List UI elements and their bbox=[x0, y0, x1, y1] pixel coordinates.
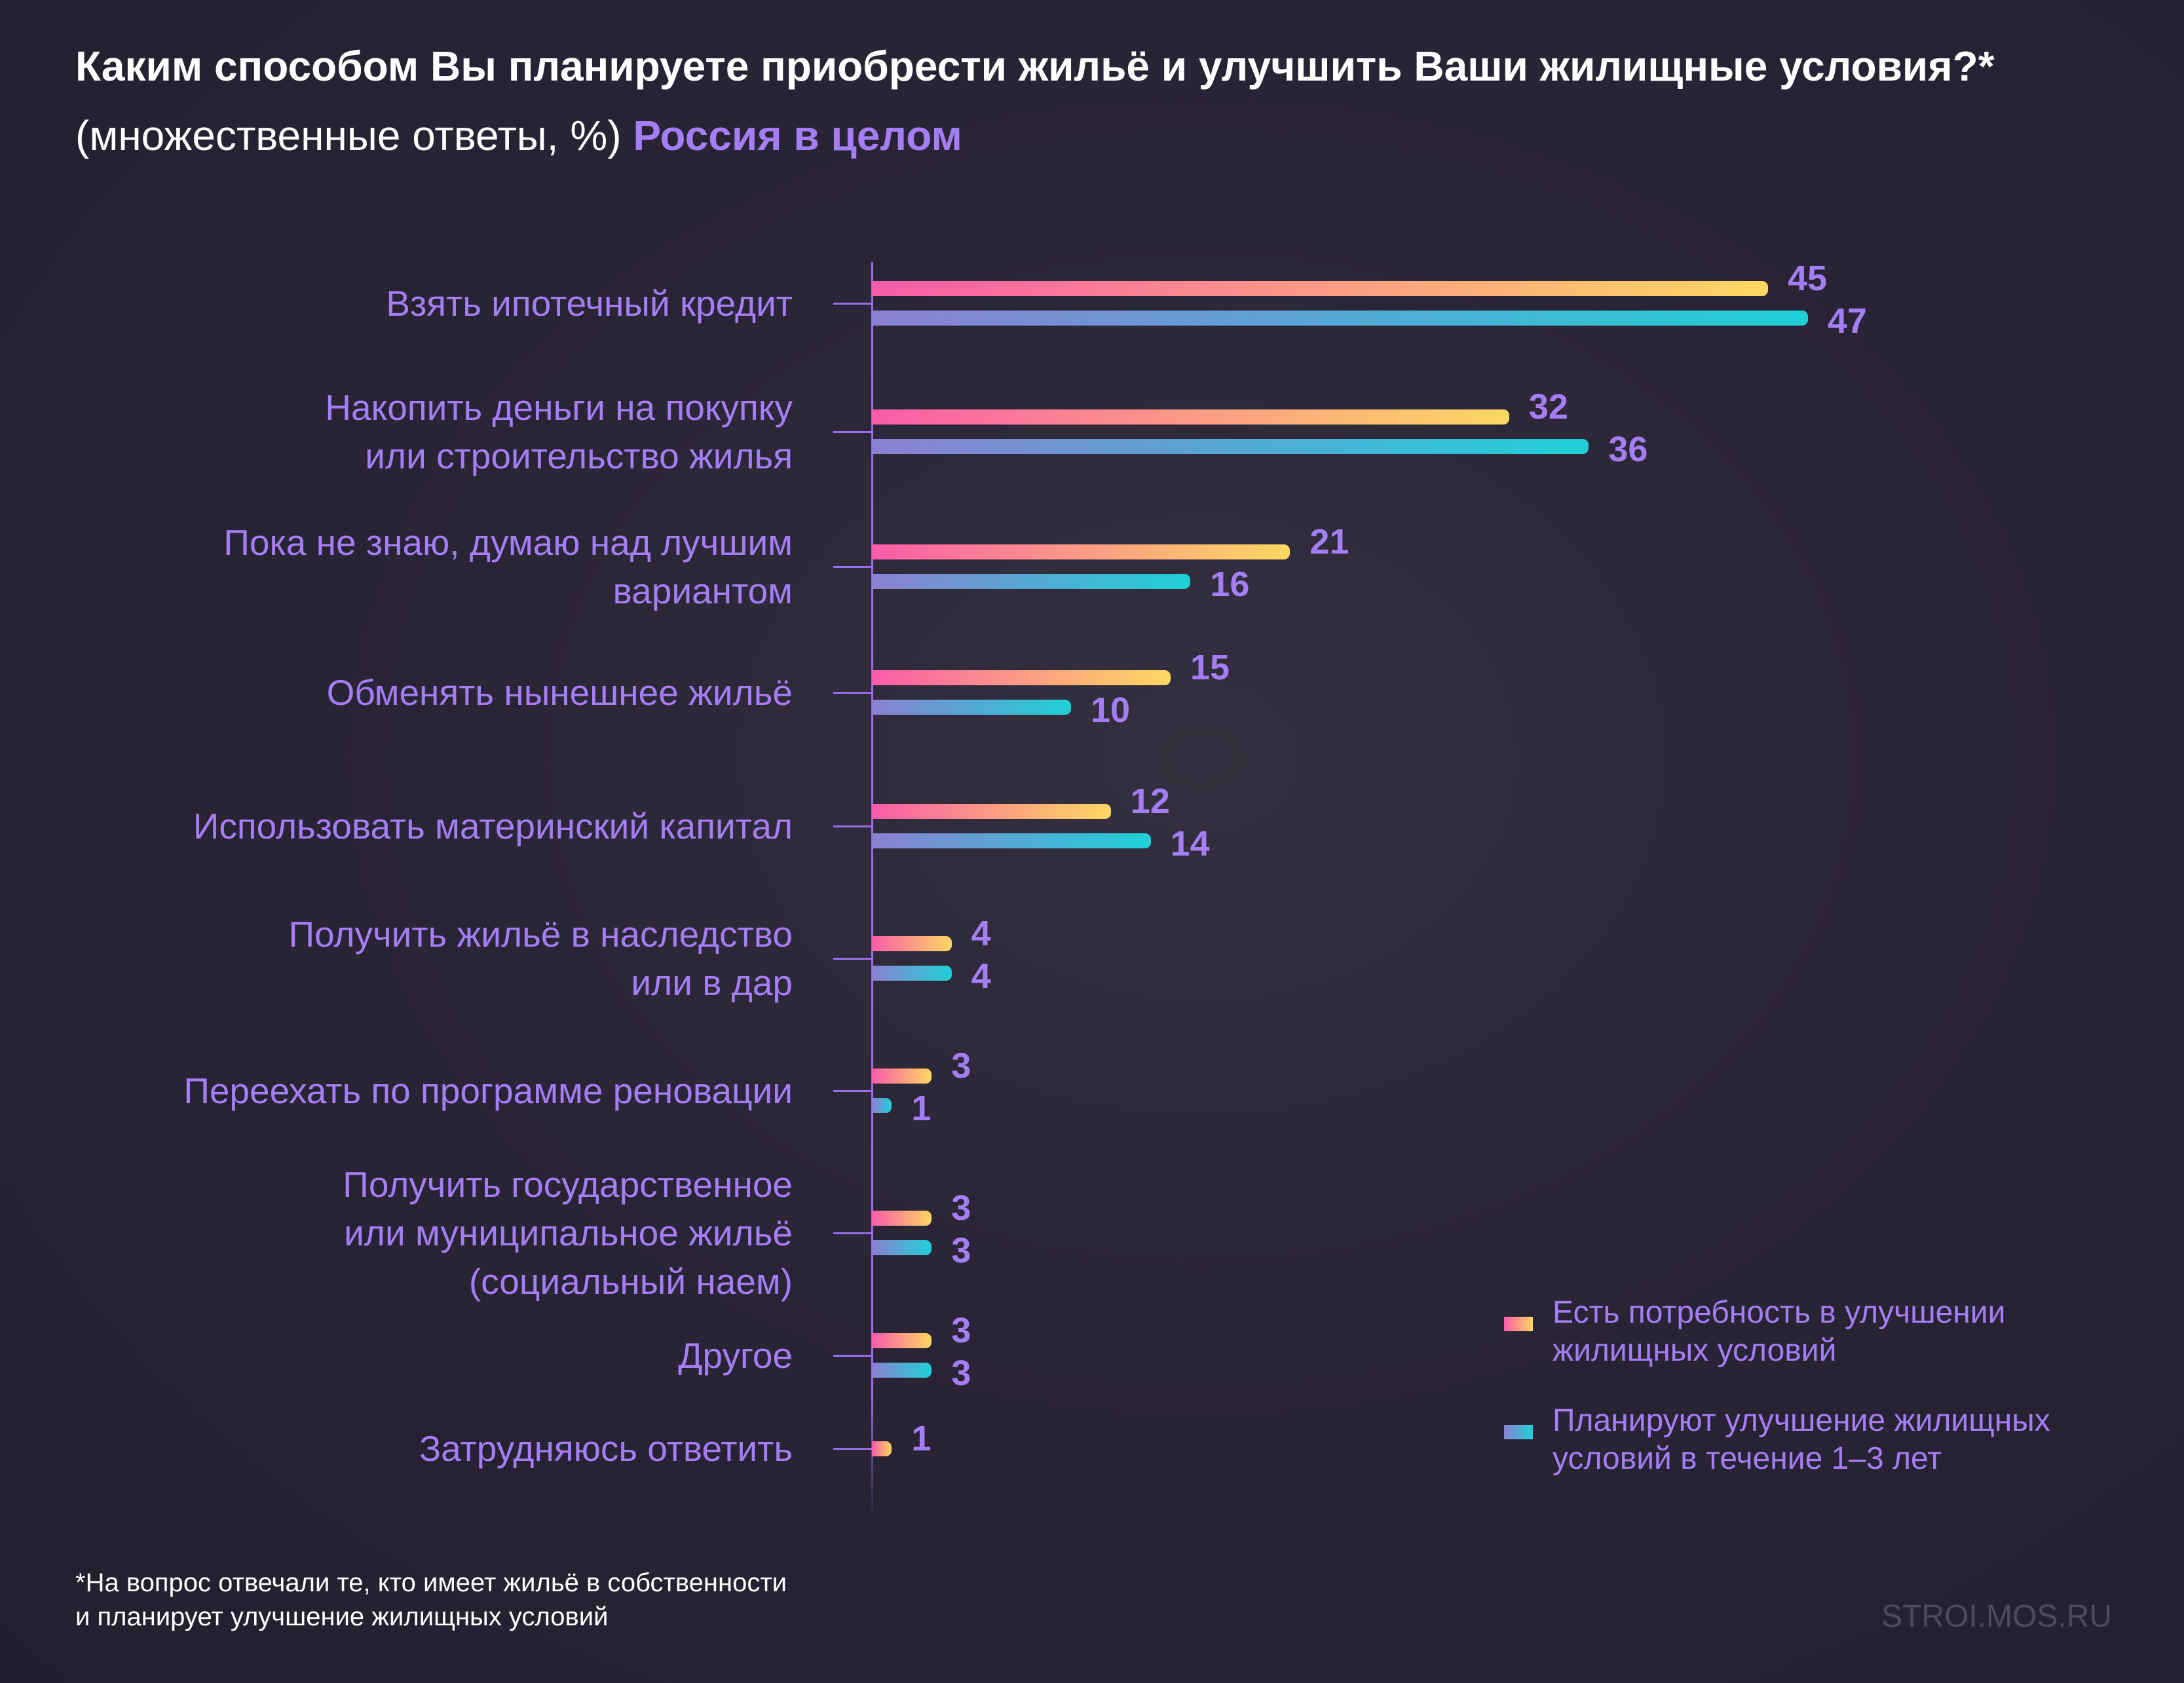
title-sub: (множественные ответы, %) bbox=[75, 112, 622, 159]
data-label: 1 bbox=[911, 1089, 932, 1128]
bar-need bbox=[872, 1068, 932, 1084]
legend-label: Есть потребность в улучшении жилищных ус… bbox=[1553, 1295, 2006, 1368]
data-label: 15 bbox=[1190, 648, 1230, 687]
category-label: Использовать материнский капитал bbox=[193, 806, 793, 846]
data-label: 32 bbox=[1528, 387, 1568, 426]
data-label: 47 bbox=[1827, 301, 1867, 341]
data-label: 14 bbox=[1170, 824, 1210, 863]
axis-tick bbox=[833, 303, 873, 305]
category-label: Получить государственное или муниципальн… bbox=[343, 1164, 793, 1302]
axis-tick bbox=[833, 1232, 873, 1234]
axis-tick bbox=[833, 825, 873, 827]
axis-tick bbox=[833, 566, 873, 568]
bar-need bbox=[872, 804, 1111, 819]
category-label: Другое bbox=[678, 1335, 793, 1376]
category-label: Пока не знаю, думаю над лучшим вариантом bbox=[223, 522, 793, 611]
data-label: 4 bbox=[971, 914, 991, 953]
bar-plan bbox=[872, 966, 952, 981]
legend-swatch-blue bbox=[1504, 1425, 1533, 1439]
category-label: Переехать по программе реновации bbox=[183, 1070, 793, 1111]
bar-need bbox=[872, 670, 1171, 685]
axis-tick bbox=[833, 1448, 873, 1450]
bar-need bbox=[872, 544, 1290, 559]
chart-title: Каким способом Вы планируете приобрести … bbox=[75, 31, 2041, 170]
bar-plan bbox=[872, 574, 1191, 589]
title-main: Каким способом Вы планируете приобрести … bbox=[75, 43, 1995, 90]
data-label: 3 bbox=[951, 1353, 971, 1393]
bar-need bbox=[872, 1211, 932, 1226]
category-label: Взять ипотечный кредит bbox=[386, 283, 793, 324]
data-label: 1 bbox=[911, 1419, 932, 1458]
bar-plan bbox=[872, 439, 1589, 454]
bar-need bbox=[872, 409, 1509, 425]
data-label: 3 bbox=[951, 1231, 971, 1270]
data-label: 45 bbox=[1788, 259, 1828, 298]
data-label: 21 bbox=[1309, 522, 1349, 561]
legend-swatch-pink bbox=[1504, 1317, 1533, 1331]
y-axis-line bbox=[871, 262, 873, 1520]
legend-item-need: Есть потребность в улучшении жилищных ус… bbox=[1504, 1294, 2142, 1370]
bar-need bbox=[872, 1333, 932, 1348]
bar-plan bbox=[872, 700, 1071, 715]
data-label: 3 bbox=[951, 1046, 971, 1086]
category-label: Получить жильё в наследство или в дар bbox=[288, 914, 793, 1003]
data-label: 3 bbox=[951, 1311, 971, 1350]
bar-plan bbox=[872, 1098, 892, 1113]
bar-plan bbox=[872, 1240, 932, 1255]
axis-tick bbox=[833, 958, 873, 960]
category-label: Обменять нынешнее жильё bbox=[326, 672, 793, 713]
data-label: 4 bbox=[971, 956, 991, 996]
data-label: 16 bbox=[1210, 565, 1250, 604]
data-label: 10 bbox=[1091, 690, 1131, 730]
axis-tick bbox=[833, 1090, 873, 1092]
bar-plan bbox=[872, 1363, 932, 1378]
bar-need bbox=[872, 281, 1768, 296]
data-label: 12 bbox=[1130, 782, 1170, 821]
axis-tick bbox=[833, 1355, 873, 1357]
category-label: Затрудняюсь ответить bbox=[419, 1428, 793, 1469]
legend-item-plan: Планируют улучшение жилищных условий в т… bbox=[1504, 1402, 2142, 1478]
legend-label: Планируют улучшение жилищных условий в т… bbox=[1553, 1403, 2050, 1476]
bar-plan bbox=[872, 311, 1808, 326]
data-label: 36 bbox=[1608, 430, 1648, 469]
footnote: *На вопрос отвечали те, кто имеет жильё … bbox=[75, 1568, 787, 1631]
bar-need bbox=[872, 936, 952, 951]
bar-plan bbox=[872, 833, 1151, 848]
title-region: Россия в целом bbox=[633, 112, 962, 159]
category-label: Накопить деньги на покупку или строитель… bbox=[325, 387, 793, 476]
axis-tick bbox=[833, 692, 873, 694]
axis-tick bbox=[833, 431, 873, 433]
watermark: STROI.MOS.RU bbox=[1881, 1599, 2112, 1634]
data-label: 3 bbox=[951, 1188, 971, 1228]
bar-need bbox=[872, 1441, 892, 1456]
